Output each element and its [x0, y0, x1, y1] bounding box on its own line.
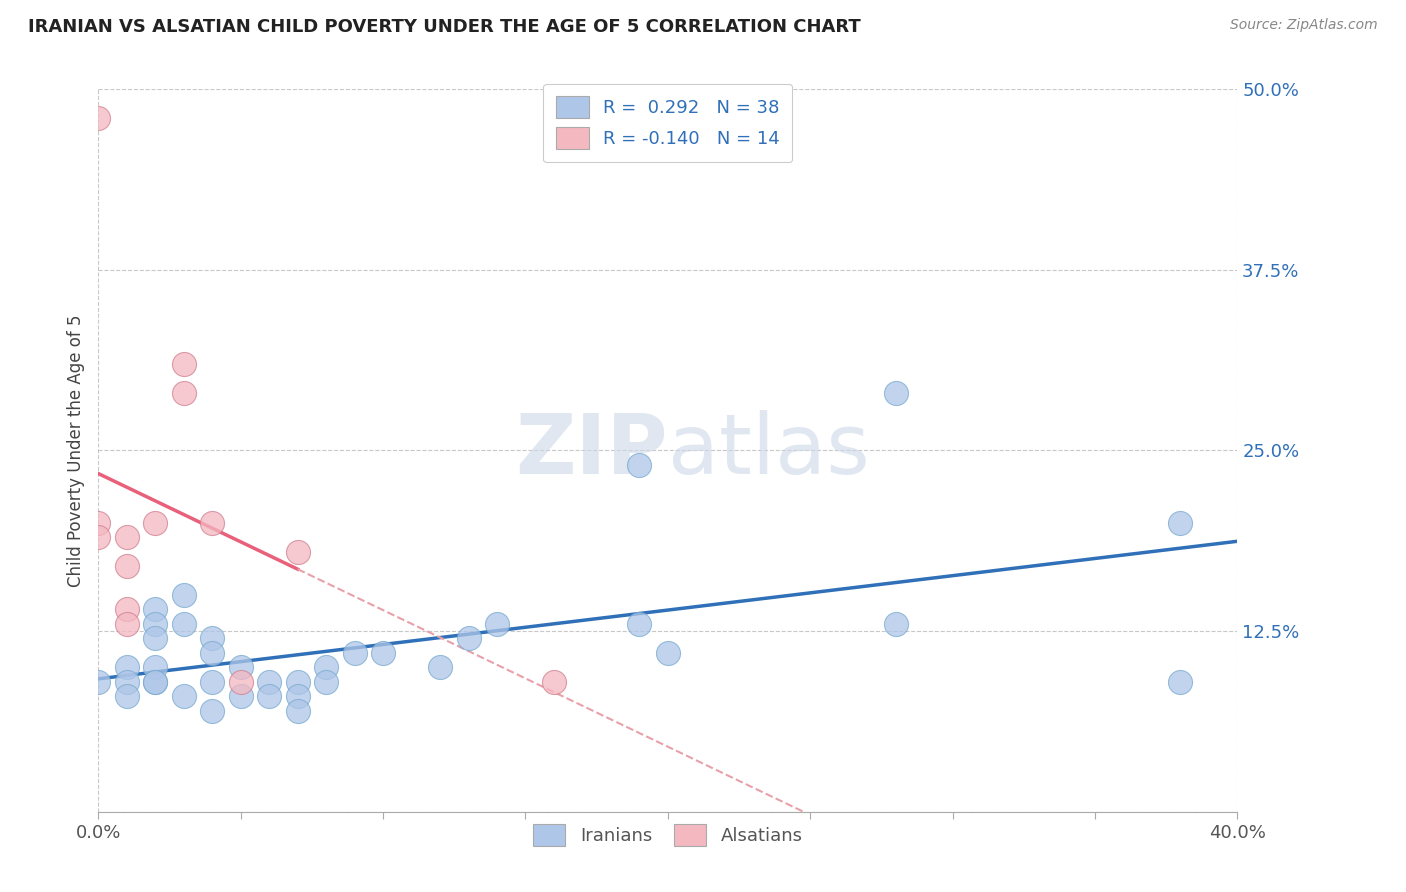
Point — [287, 674, 309, 689]
Point — [486, 616, 509, 631]
Point — [173, 689, 195, 703]
Point — [315, 660, 337, 674]
Point — [201, 704, 224, 718]
Text: atlas: atlas — [668, 410, 869, 491]
Point — [173, 588, 195, 602]
Point — [543, 674, 565, 689]
Point — [657, 646, 679, 660]
Point — [115, 559, 138, 574]
Point — [628, 616, 651, 631]
Point — [457, 632, 479, 646]
Point — [229, 689, 252, 703]
Point — [884, 616, 907, 631]
Point — [145, 602, 167, 616]
Point — [343, 646, 366, 660]
Text: ZIP: ZIP — [516, 410, 668, 491]
Point — [1170, 516, 1192, 530]
Point — [315, 674, 337, 689]
Point — [115, 530, 138, 544]
Point — [145, 616, 167, 631]
Point — [115, 674, 138, 689]
Point — [87, 674, 110, 689]
Point — [145, 632, 167, 646]
Point — [201, 632, 224, 646]
Point — [1170, 674, 1192, 689]
Point — [287, 689, 309, 703]
Point — [115, 660, 138, 674]
Point — [115, 616, 138, 631]
Point — [87, 530, 110, 544]
Point — [429, 660, 451, 674]
Point — [145, 674, 167, 689]
Point — [173, 385, 195, 400]
Point — [287, 544, 309, 558]
Point — [201, 674, 224, 689]
Point — [287, 704, 309, 718]
Text: Source: ZipAtlas.com: Source: ZipAtlas.com — [1230, 18, 1378, 32]
Point — [115, 689, 138, 703]
Y-axis label: Child Poverty Under the Age of 5: Child Poverty Under the Age of 5 — [66, 314, 84, 587]
Point — [145, 660, 167, 674]
Point — [373, 646, 395, 660]
Text: IRANIAN VS ALSATIAN CHILD POVERTY UNDER THE AGE OF 5 CORRELATION CHART: IRANIAN VS ALSATIAN CHILD POVERTY UNDER … — [28, 18, 860, 36]
Point — [884, 385, 907, 400]
Point — [87, 516, 110, 530]
Point — [259, 689, 281, 703]
Point — [115, 602, 138, 616]
Point — [229, 674, 252, 689]
Point — [229, 660, 252, 674]
Point — [173, 357, 195, 371]
Point — [201, 646, 224, 660]
Point — [145, 516, 167, 530]
Point — [87, 111, 110, 125]
Point — [173, 616, 195, 631]
Point — [201, 516, 224, 530]
Legend: Iranians, Alsatians: Iranians, Alsatians — [526, 817, 810, 854]
Point — [145, 674, 167, 689]
Point — [259, 674, 281, 689]
Point — [628, 458, 651, 472]
